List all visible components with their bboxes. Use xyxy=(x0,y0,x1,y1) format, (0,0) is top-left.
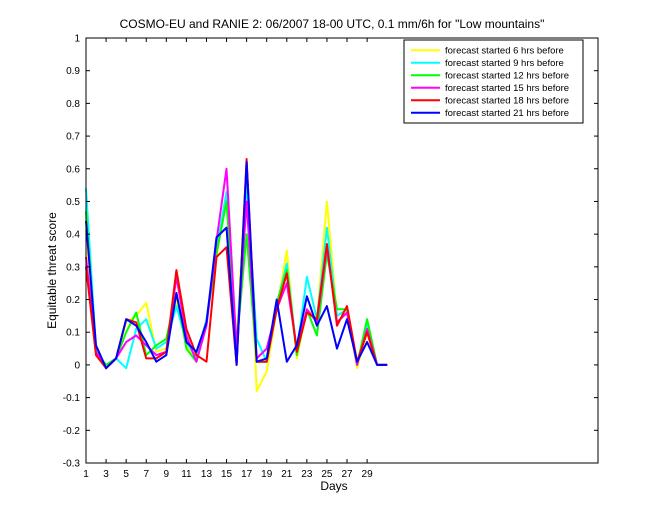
x-tick-label: 11 xyxy=(181,469,192,480)
y-tick-label: -0.3 xyxy=(63,459,81,470)
x-tick-label: 7 xyxy=(143,469,149,480)
legend-label-1: forecast started 6 hrs before xyxy=(445,46,564,57)
plot-frame xyxy=(85,37,599,464)
x-tick-label: 17 xyxy=(241,469,253,480)
x-tick-label: 5 xyxy=(123,469,129,480)
y-tick-label: 0.4 xyxy=(66,230,80,241)
y-tick-label: -0.1 xyxy=(63,393,81,404)
chart-title: COSMO-EU and RANIE 2: 06/2007 18-00 UTC,… xyxy=(120,17,545,31)
y-tick-label: 0.1 xyxy=(66,328,80,339)
y-tick-label: 0.6 xyxy=(66,164,80,175)
legend-label-4: forecast started 15 hrs before xyxy=(445,83,569,94)
x-tick-label: 25 xyxy=(321,469,333,480)
x-tick-label: 15 xyxy=(221,469,233,480)
legend-box xyxy=(403,39,584,124)
legend-label-2: forecast started 9 hrs before xyxy=(445,58,564,69)
y-tick-label: 0.7 xyxy=(66,132,80,143)
x-tick-label: 1 xyxy=(83,469,89,480)
y-tick-label: 0.9 xyxy=(66,66,80,77)
y-tick-label: 1 xyxy=(74,34,80,45)
y-tick-label: 0 xyxy=(74,360,80,371)
legend-label-3: forecast started 12 hrs before xyxy=(445,71,569,82)
x-tick-label: 3 xyxy=(103,469,109,480)
x-tick-label: 21 xyxy=(281,469,293,480)
x-tick-label: 13 xyxy=(201,469,213,480)
series-line-6 xyxy=(85,161,388,370)
y-tick-label: 0.3 xyxy=(66,262,80,273)
y-axis-label: Equitable threat score xyxy=(45,212,59,329)
y-axis: -0.3 -0.2 -0.1 0 0.1 0.2 0.3 0.4 0.5 0.6 0.7 0.8 0.9… xyxy=(63,34,598,470)
y-tick-label: -0.2 xyxy=(63,426,81,437)
x-tick-label: 29 xyxy=(362,469,374,480)
x-axis: 1 3 5 7 9 11 13 15 17 19 21 23 25 27 29 xyxy=(83,38,373,480)
x-axis-label: Days xyxy=(320,479,347,493)
x-tick-label: 27 xyxy=(341,469,353,480)
x-tick-label: 9 xyxy=(164,469,170,480)
y-tick-label: 0.8 xyxy=(66,99,80,110)
legend-label-6: forecast started 21 hrs before xyxy=(445,108,569,119)
legend-label-5: forecast started 18 hrs before xyxy=(445,96,569,107)
y-tick-label: 0.5 xyxy=(66,197,80,208)
y-tick-label: 0.2 xyxy=(66,295,80,306)
x-tick-label: 23 xyxy=(301,469,313,480)
series-layer xyxy=(85,158,388,393)
x-tick-label: 19 xyxy=(261,469,273,480)
